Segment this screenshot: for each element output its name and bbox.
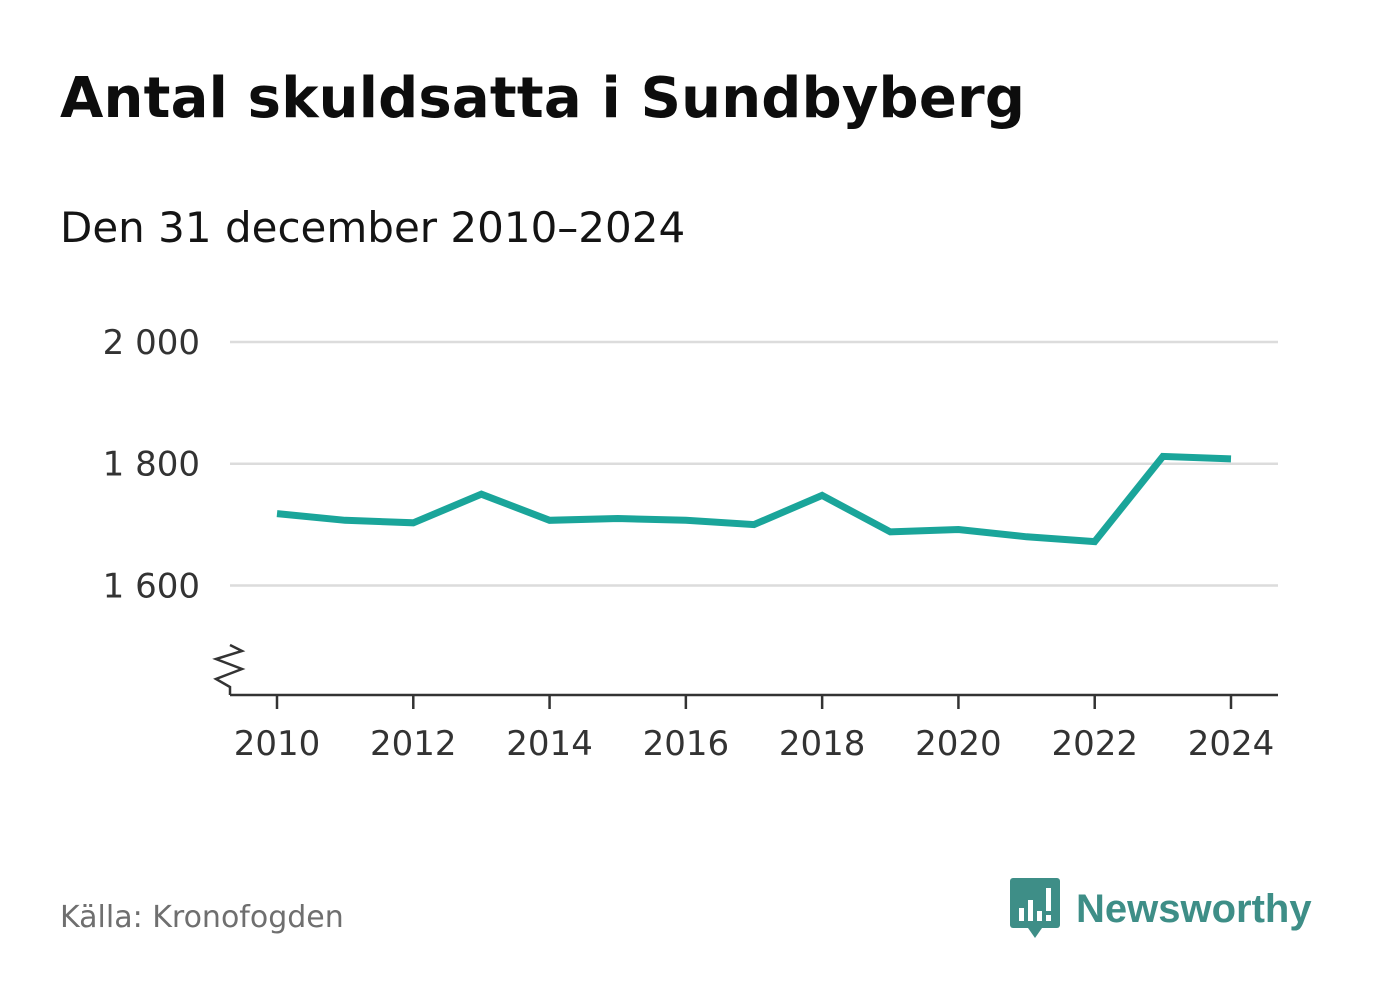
x-tick-label: 2018 — [779, 724, 866, 764]
x-axis — [212, 643, 1278, 697]
series-line — [276, 452, 1232, 546]
x-tick-label: 2016 — [643, 724, 730, 764]
series-layer — [276, 452, 1232, 546]
chart-speech-bubble-icon — [1010, 878, 1060, 938]
chart-title: Antal skuldsatta i Sundbyberg — [60, 66, 1026, 131]
chart-subtitle: Den 31 december 2010–2024 — [60, 203, 686, 252]
x-tick-label: 2012 — [370, 724, 457, 764]
x-tick-label: 2024 — [1188, 724, 1275, 764]
brand-logo: Newsworthy — [1010, 878, 1312, 940]
gridlines — [230, 340, 1278, 587]
x-tick-label: 2020 — [915, 724, 1002, 764]
y-tick-label: 1 800 — [103, 445, 200, 485]
brand-name: Newsworthy — [1076, 886, 1312, 931]
x-axis-ticks: 2010 2012 2014 2016 2018 2020 2022 2024 — [234, 695, 1275, 764]
x-tick-label: 2010 — [234, 724, 321, 764]
source-note: Källa: Kronofogden — [60, 900, 344, 935]
y-axis-ticks: 1 600 1 800 2 000 — [103, 323, 200, 606]
y-tick-label: 1 600 — [103, 566, 200, 606]
x-tick-label: 2014 — [506, 724, 593, 764]
y-tick-label: 2 000 — [103, 323, 200, 363]
axis-break-symbol — [212, 643, 246, 695]
x-tick-label: 2022 — [1051, 724, 1138, 764]
